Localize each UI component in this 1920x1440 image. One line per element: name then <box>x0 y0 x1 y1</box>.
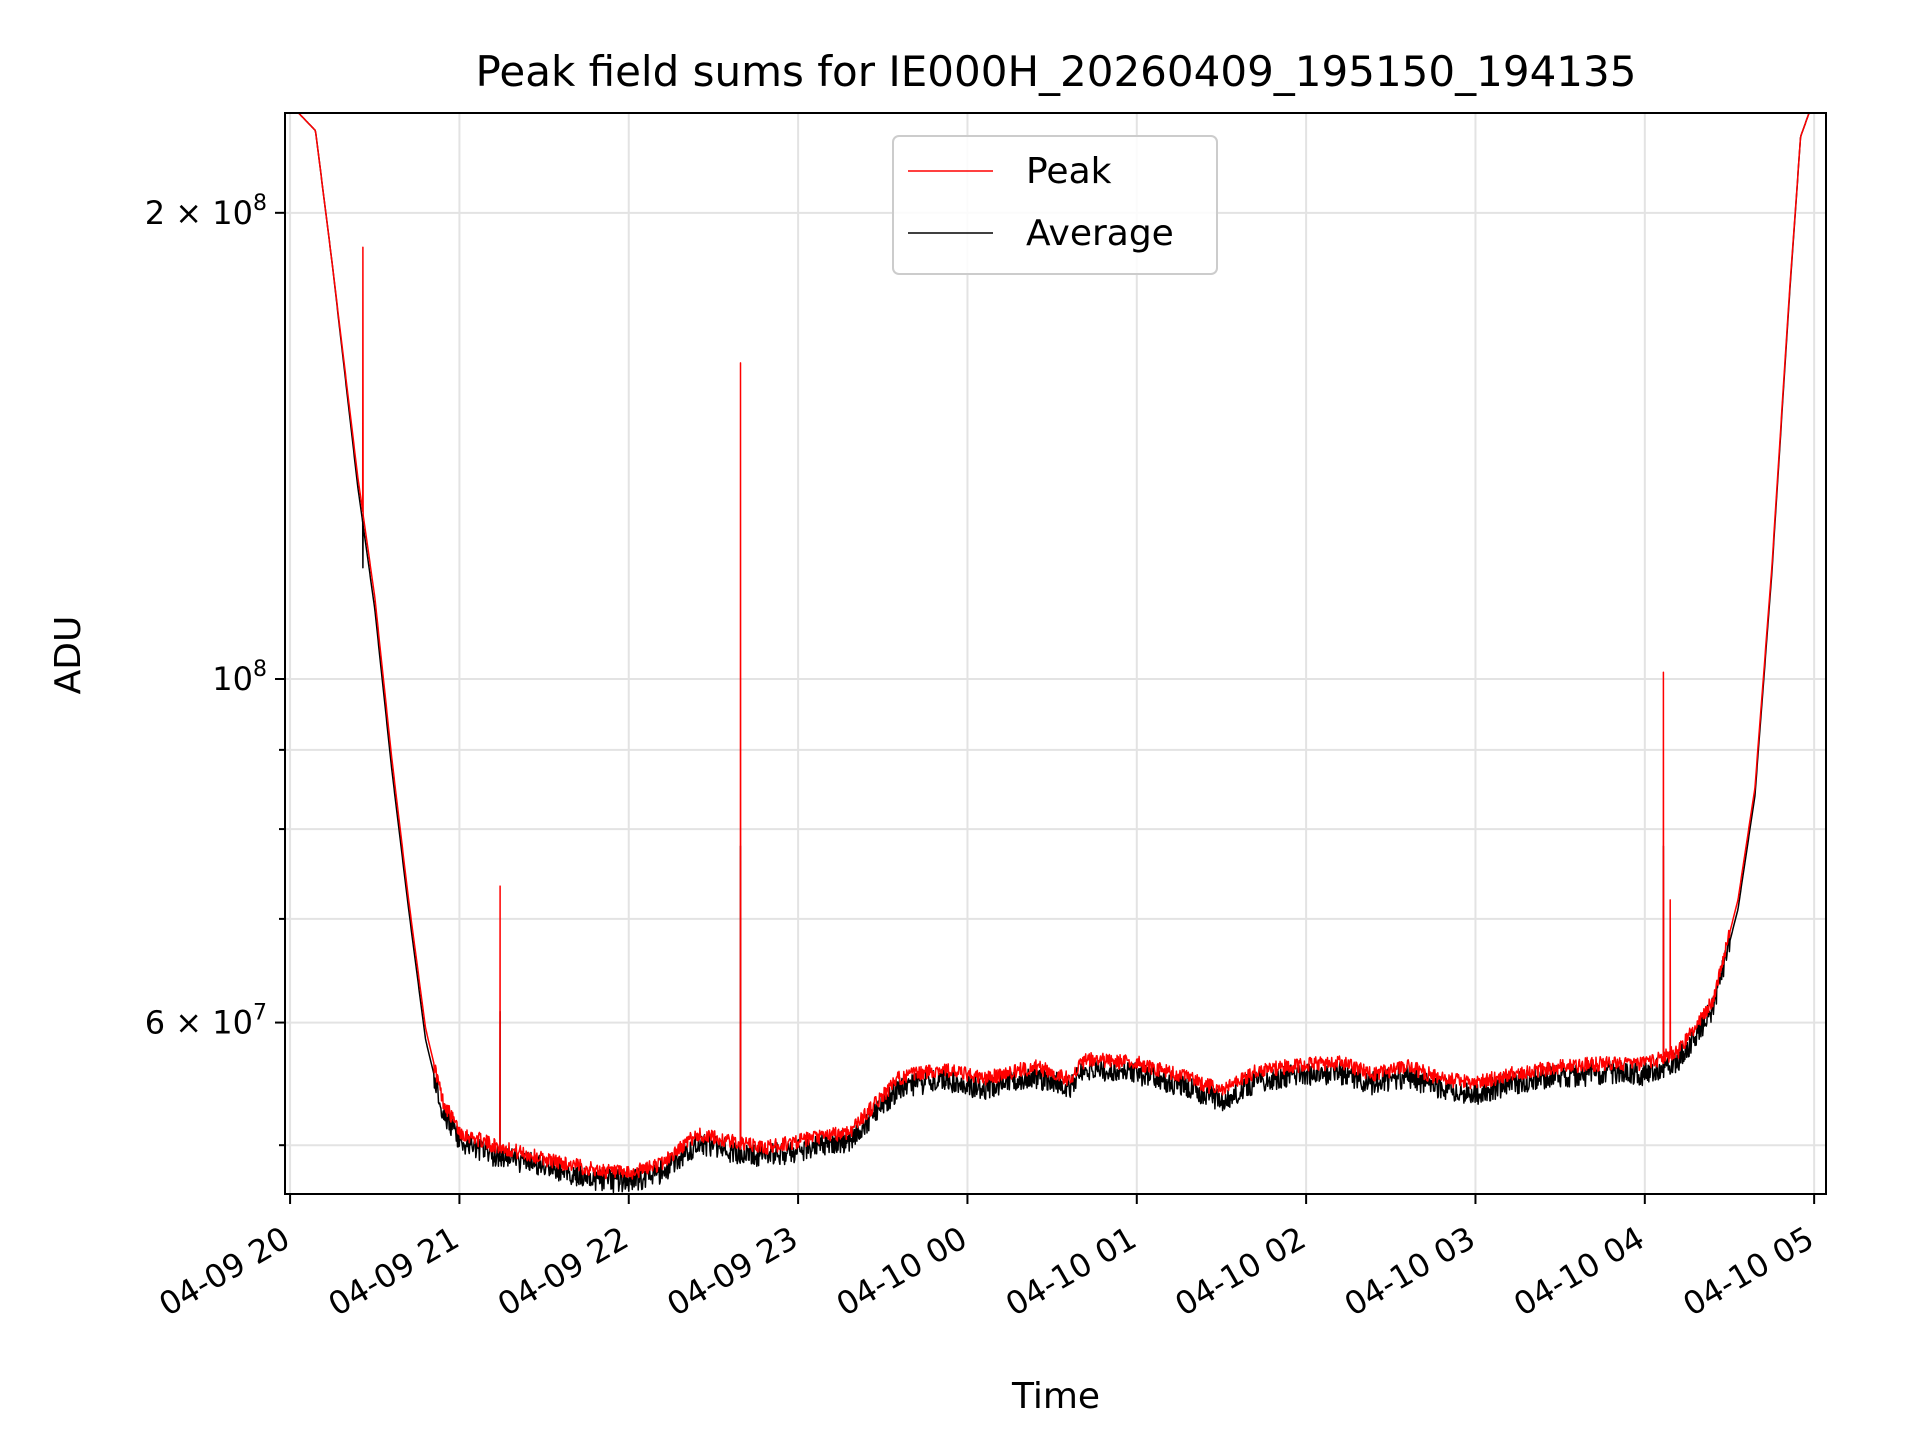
y-tick-exponent: 7 <box>253 1001 267 1026</box>
y-tick-exponent: 8 <box>253 657 267 682</box>
y-axis-label: ADU <box>48 616 89 695</box>
y-tick-label: 2 × 108 <box>145 191 267 232</box>
grid <box>285 113 1826 1194</box>
y-tick-label: 108 <box>212 657 267 698</box>
chart-title: Peak field sums for IE000H_20260409_1951… <box>476 47 1637 96</box>
series-line-peak <box>284 112 1827 1180</box>
legend: Peak Average <box>892 135 1218 275</box>
y-tick-exponent: 8 <box>253 191 267 216</box>
x-axis-label: Time <box>1011 1376 1100 1417</box>
y-tick-label: 6 × 107 <box>145 1001 267 1042</box>
legend-peak-label: Peak <box>1026 151 1112 192</box>
legend-average-label: Average <box>1026 213 1174 254</box>
y-tick-base: 6 × 10 <box>145 1004 253 1042</box>
series-layer <box>284 112 1827 1194</box>
y-tick-base: 2 × 10 <box>145 194 253 232</box>
y-tick-base: 10 <box>212 660 253 698</box>
plot-frame <box>284 112 1827 1195</box>
